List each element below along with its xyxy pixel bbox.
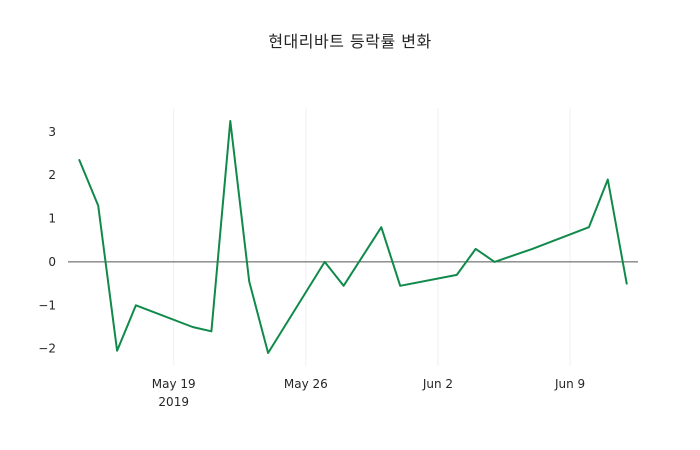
x-tick-sublabel: 2019 xyxy=(158,395,189,409)
series-line xyxy=(78,120,628,354)
x-tick-label: May 26 xyxy=(284,377,328,391)
y-tick-label: 3 xyxy=(48,125,56,139)
y-tick-label: 2 xyxy=(48,168,56,182)
y-tick-label: 0 xyxy=(48,255,56,269)
chart-title: 현대리바트 등락률 변화 xyxy=(268,32,432,51)
x-tick-label: May 19 xyxy=(152,377,196,391)
y-tick-label: −2 xyxy=(38,342,56,356)
y-tick-label: 1 xyxy=(48,212,56,226)
y-tick-label: −1 xyxy=(38,298,56,312)
x-tick-label: Jun 2 xyxy=(422,377,453,391)
x-tick-label: Jun 9 xyxy=(554,377,585,391)
